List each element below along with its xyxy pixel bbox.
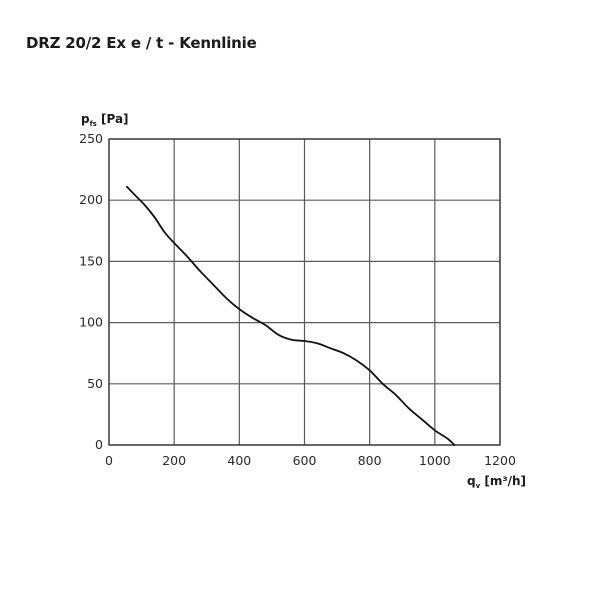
y-tick-label: 50 (87, 376, 103, 391)
y-tick-label: 250 (79, 131, 103, 146)
x-axis-label-sub: v (476, 482, 481, 490)
y-axis-label: pfs [Pa] (81, 112, 129, 128)
x-axis-label-unit: [m³/h] (480, 474, 526, 488)
y-axis-label-main: p (81, 112, 90, 126)
x-tick-label: 400 (227, 453, 251, 468)
x-tick-label: 600 (293, 453, 317, 468)
y-tick-label: 100 (79, 315, 103, 330)
y-axis-label-sub: fs (90, 120, 97, 128)
y-tick-label: 0 (95, 437, 103, 452)
chart-title: DRZ 20/2 Ex e / t - Kennlinie (26, 34, 257, 52)
x-tick-label: 200 (162, 453, 186, 468)
tick-layer: 0 200 400 600 800 1000 1200 0 50 100 150 200 250 (79, 131, 516, 468)
x-tick-label: 1200 (484, 453, 516, 468)
x-axis-label: qv [m³/h] (467, 474, 526, 490)
y-tick-label: 150 (79, 253, 103, 268)
grid-layer (108, 138, 501, 446)
x-tick-label: 1000 (419, 453, 451, 468)
x-tick-label: 800 (358, 453, 382, 468)
plot-frame (108, 138, 501, 446)
series-line (126, 185, 456, 446)
x-axis-label-main: q (467, 474, 476, 488)
y-axis-label-unit: [Pa] (97, 112, 129, 126)
y-tick-label: 200 (79, 192, 103, 207)
x-tick-label: 0 (105, 453, 113, 468)
